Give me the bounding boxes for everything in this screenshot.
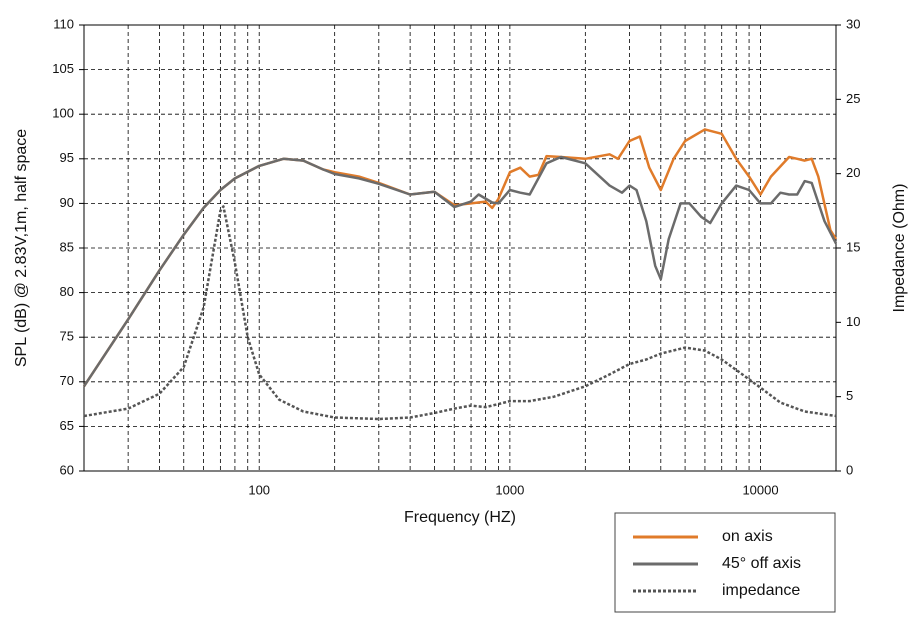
y-tick-label: 80 [60,284,74,299]
y-axis-label: SPL (dB) @ 2.83V,1m, half space [13,129,30,367]
x-tick-label: 10000 [742,482,778,497]
y2-axis-label: Impedance (Ohm) [891,184,908,313]
y-tick-label: 60 [60,462,74,477]
x-tick-label: 1000 [495,482,524,497]
y-tick-label: 90 [60,195,74,210]
x-tick-label: 100 [248,482,270,497]
y2-tick-label: 15 [846,239,860,254]
series-line [82,128,838,387]
y2-tick-label: 30 [846,16,860,31]
legend-label: impedance [722,582,800,599]
legend-label: on axis [722,528,773,545]
y-tick-label: 85 [60,239,74,254]
series-line [83,205,837,421]
y2-tick-label: 10 [846,314,860,329]
x-axis-label: Frequency (HZ) [404,509,516,526]
y-tick-label: 75 [60,329,74,344]
legend-label: 45° off axis [722,555,801,572]
y2-tick-label: 25 [846,91,860,106]
y-tick-label: 110 [53,16,74,31]
y-tick-label: 70 [60,373,74,388]
y-tick-label: 105 [52,61,74,76]
y-tick-label: 65 [60,418,74,433]
y-tick-label: 100 [52,106,74,121]
y2-tick-label: 0 [846,462,853,477]
y2-tick-label: 5 [846,388,853,403]
y2-tick-label: 20 [846,165,860,180]
series-line [82,155,838,387]
y-tick-label: 95 [60,150,74,165]
